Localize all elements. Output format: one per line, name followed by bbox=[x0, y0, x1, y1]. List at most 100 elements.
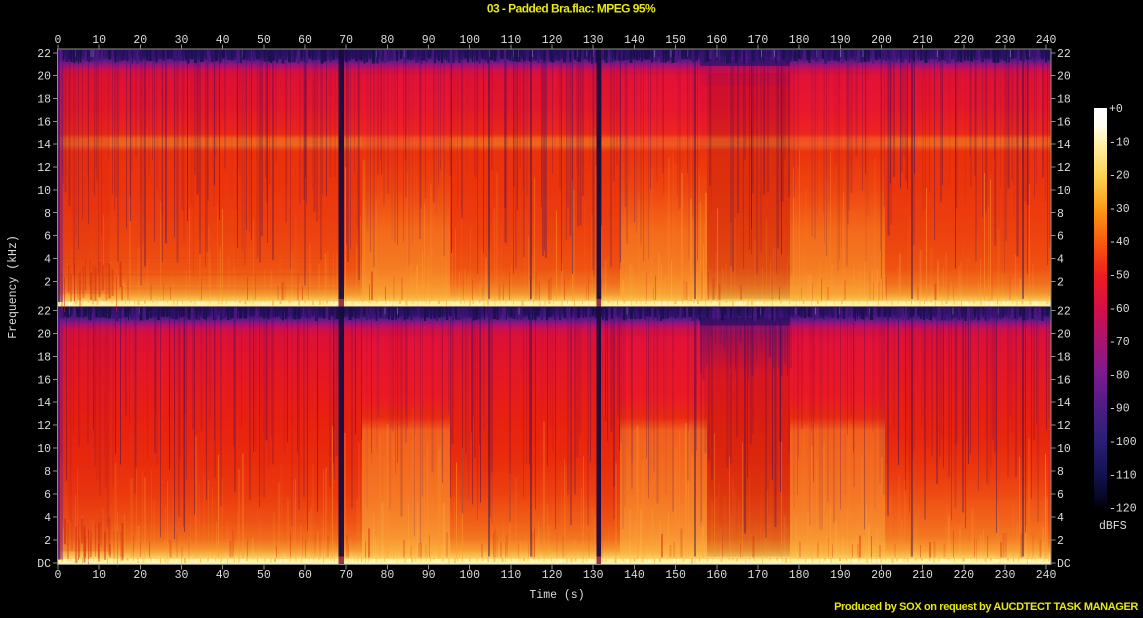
svg-text:-120: -120 bbox=[1109, 503, 1137, 516]
svg-text:Produced by SOX on request by: Produced by SOX on request by AUCDTECT T… bbox=[834, 601, 1138, 613]
svg-text:60: 60 bbox=[298, 569, 312, 582]
svg-text:12: 12 bbox=[1057, 162, 1071, 175]
svg-text:16: 16 bbox=[1057, 116, 1071, 129]
svg-text:40: 40 bbox=[216, 34, 230, 47]
svg-text:210: 210 bbox=[912, 34, 933, 47]
svg-text:DC: DC bbox=[37, 558, 51, 571]
svg-text:22: 22 bbox=[1057, 305, 1071, 318]
svg-text:210: 210 bbox=[912, 569, 933, 582]
svg-text:90: 90 bbox=[422, 34, 436, 47]
svg-text:90: 90 bbox=[422, 569, 436, 582]
svg-text:+0: +0 bbox=[1109, 103, 1123, 116]
svg-text:-30: -30 bbox=[1109, 203, 1130, 216]
svg-text:150: 150 bbox=[665, 569, 686, 582]
svg-text:14: 14 bbox=[1057, 139, 1071, 152]
svg-text:110: 110 bbox=[501, 34, 522, 47]
svg-text:20: 20 bbox=[1057, 71, 1071, 84]
svg-text:160: 160 bbox=[706, 569, 727, 582]
svg-text:12: 12 bbox=[37, 162, 51, 175]
svg-text:170: 170 bbox=[748, 34, 769, 47]
svg-text:-100: -100 bbox=[1109, 436, 1137, 449]
svg-text:4: 4 bbox=[1057, 512, 1064, 525]
svg-text:130: 130 bbox=[583, 569, 604, 582]
svg-text:190: 190 bbox=[830, 34, 851, 47]
svg-text:10: 10 bbox=[92, 34, 106, 47]
svg-text:-50: -50 bbox=[1109, 270, 1130, 283]
svg-text:140: 140 bbox=[624, 569, 645, 582]
svg-text:12: 12 bbox=[37, 420, 51, 433]
svg-text:22: 22 bbox=[1057, 48, 1071, 61]
svg-text:14: 14 bbox=[1057, 397, 1071, 410]
svg-text:180: 180 bbox=[789, 569, 810, 582]
svg-text:-20: -20 bbox=[1109, 170, 1130, 183]
svg-text:22: 22 bbox=[37, 305, 51, 318]
svg-text:16: 16 bbox=[1057, 374, 1071, 387]
svg-text:DC: DC bbox=[1057, 558, 1071, 571]
svg-text:18: 18 bbox=[37, 351, 51, 364]
svg-text:230: 230 bbox=[995, 569, 1016, 582]
svg-text:120: 120 bbox=[542, 569, 563, 582]
svg-text:2: 2 bbox=[44, 276, 51, 289]
svg-text:50: 50 bbox=[257, 569, 271, 582]
svg-text:2: 2 bbox=[44, 535, 51, 548]
svg-text:110: 110 bbox=[501, 569, 522, 582]
svg-text:170: 170 bbox=[748, 569, 769, 582]
svg-text:220: 220 bbox=[953, 34, 974, 47]
svg-text:80: 80 bbox=[380, 569, 394, 582]
svg-text:2: 2 bbox=[1057, 535, 1064, 548]
svg-text:6: 6 bbox=[1057, 489, 1064, 502]
svg-text:8: 8 bbox=[1057, 466, 1064, 479]
svg-text:70: 70 bbox=[339, 569, 353, 582]
svg-text:10: 10 bbox=[92, 569, 106, 582]
svg-text:4: 4 bbox=[44, 253, 51, 266]
svg-text:-80: -80 bbox=[1109, 369, 1130, 382]
svg-text:160: 160 bbox=[706, 34, 727, 47]
svg-text:20: 20 bbox=[37, 328, 51, 341]
svg-text:4: 4 bbox=[44, 512, 51, 525]
svg-text:18: 18 bbox=[1057, 351, 1071, 364]
svg-text:14: 14 bbox=[37, 139, 51, 152]
svg-text:16: 16 bbox=[37, 116, 51, 129]
svg-text:14: 14 bbox=[37, 397, 51, 410]
svg-text:150: 150 bbox=[665, 34, 686, 47]
svg-text:120: 120 bbox=[542, 34, 563, 47]
svg-text:18: 18 bbox=[1057, 94, 1071, 107]
svg-text:0: 0 bbox=[55, 34, 62, 47]
svg-text:Time (s): Time (s) bbox=[529, 589, 584, 602]
svg-text:180: 180 bbox=[789, 34, 810, 47]
svg-text:60: 60 bbox=[298, 34, 312, 47]
svg-text:4: 4 bbox=[1057, 253, 1064, 266]
svg-text:80: 80 bbox=[380, 34, 394, 47]
svg-text:-110: -110 bbox=[1109, 469, 1137, 482]
svg-text:100: 100 bbox=[459, 34, 480, 47]
svg-text:10: 10 bbox=[37, 185, 51, 198]
svg-text:200: 200 bbox=[871, 34, 892, 47]
svg-text:140: 140 bbox=[624, 34, 645, 47]
svg-text:-70: -70 bbox=[1109, 336, 1130, 349]
svg-text:6: 6 bbox=[44, 231, 51, 244]
svg-text:200: 200 bbox=[871, 569, 892, 582]
svg-text:240: 240 bbox=[1036, 34, 1057, 47]
svg-text:40: 40 bbox=[216, 569, 230, 582]
svg-text:10: 10 bbox=[37, 443, 51, 456]
svg-text:18: 18 bbox=[37, 94, 51, 107]
svg-text:220: 220 bbox=[953, 569, 974, 582]
svg-text:-10: -10 bbox=[1109, 136, 1130, 149]
svg-text:8: 8 bbox=[44, 208, 51, 221]
svg-text:22: 22 bbox=[37, 48, 51, 61]
svg-text:03 - Padded Bra.flac: MPEG 95%: 03 - Padded Bra.flac: MPEG 95% bbox=[487, 2, 656, 16]
svg-text:30: 30 bbox=[175, 34, 189, 47]
svg-text:230: 230 bbox=[995, 34, 1016, 47]
svg-text:8: 8 bbox=[44, 466, 51, 479]
svg-text:10: 10 bbox=[1057, 443, 1071, 456]
svg-text:-60: -60 bbox=[1109, 303, 1130, 316]
svg-text:8: 8 bbox=[1057, 208, 1064, 221]
svg-text:12: 12 bbox=[1057, 420, 1071, 433]
svg-text:2: 2 bbox=[1057, 276, 1064, 289]
svg-text:20: 20 bbox=[1057, 328, 1071, 341]
svg-text:20: 20 bbox=[133, 569, 147, 582]
svg-text:0: 0 bbox=[55, 569, 62, 582]
svg-text:-90: -90 bbox=[1109, 403, 1130, 416]
svg-text:-40: -40 bbox=[1109, 236, 1130, 249]
svg-text:130: 130 bbox=[583, 34, 604, 47]
